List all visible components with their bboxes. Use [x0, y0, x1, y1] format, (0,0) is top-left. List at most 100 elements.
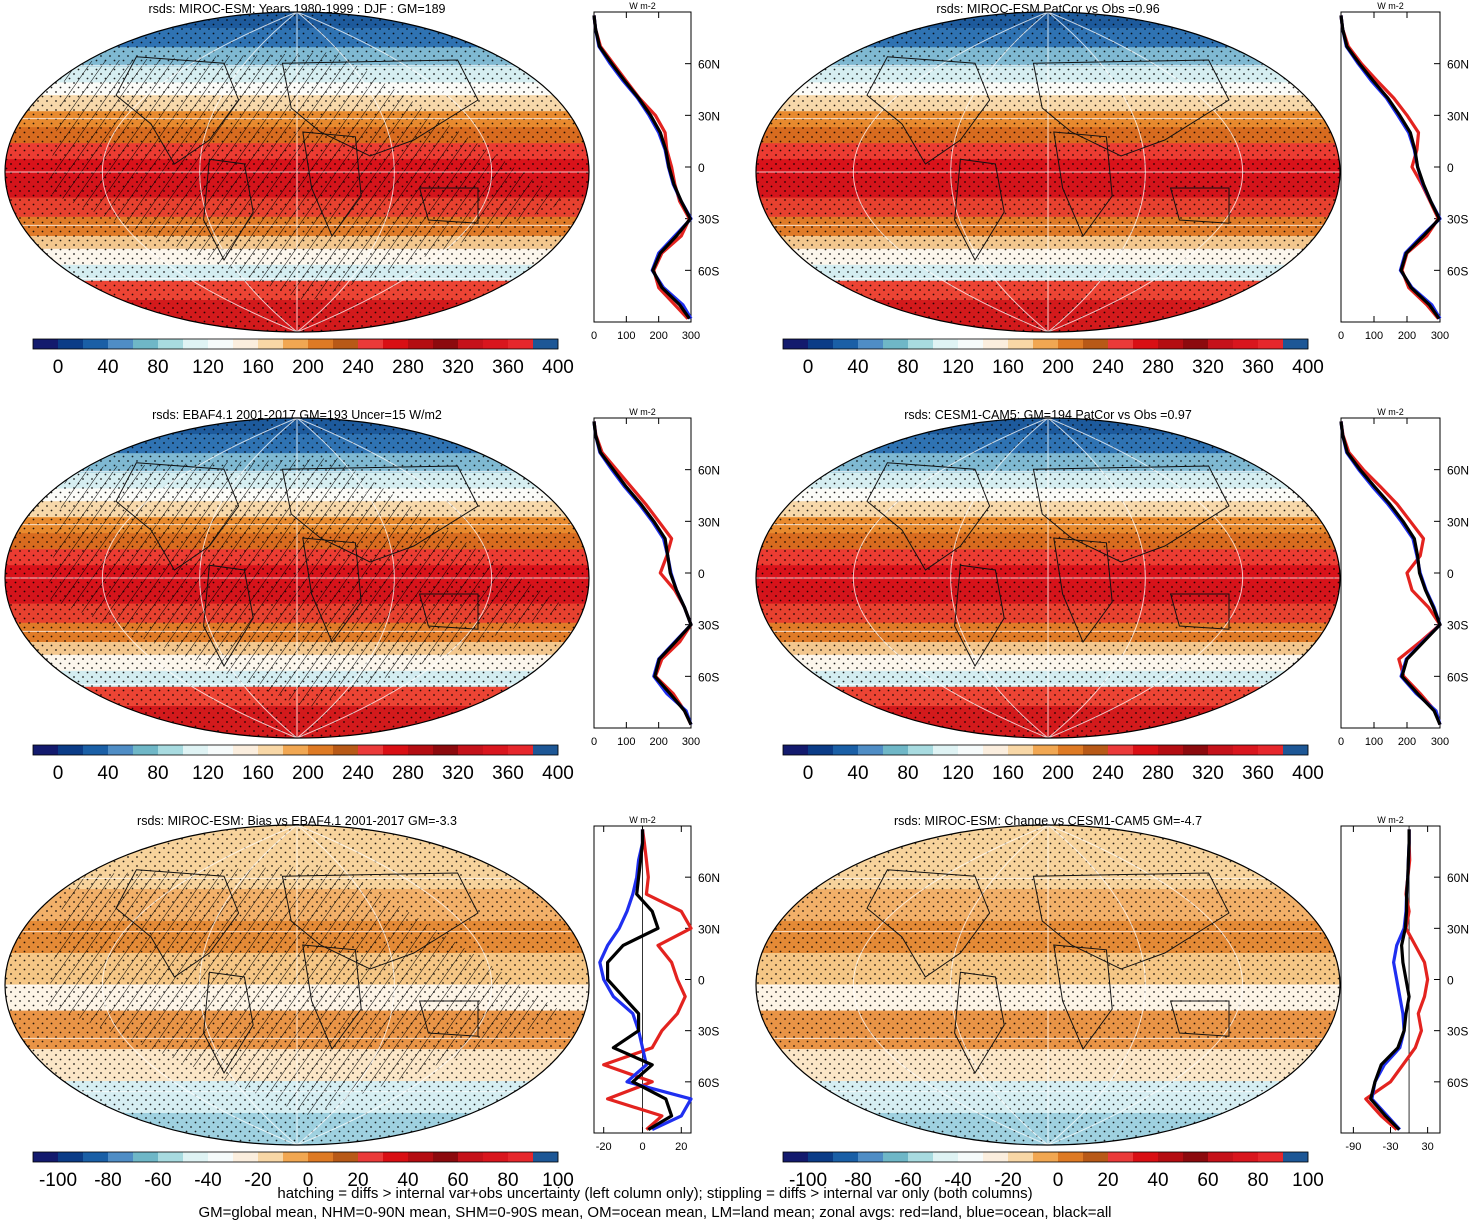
- colorbar-tick-label: 240: [1092, 763, 1124, 784]
- coastline: [418, 187, 479, 224]
- hatching: [47, 458, 567, 708]
- colorbar-swatch: [183, 1152, 209, 1162]
- map-panel-6: rsds: MIROC-ESM: Change vs CESM1-CAM5 GM…: [755, 814, 1469, 1191]
- colorbar-tick-label: 280: [392, 357, 424, 378]
- colorbar-swatch: [1133, 339, 1159, 349]
- coastline: [954, 158, 1005, 262]
- colorbar-swatch: [208, 745, 234, 755]
- map-border: [755, 417, 1341, 739]
- zonal-lat-tick-label: 60S: [698, 1076, 719, 1090]
- meridian: [296, 825, 493, 1145]
- colorbar-swatch: [1083, 339, 1109, 349]
- colorbar-swatch: [108, 339, 134, 349]
- coastline: [1169, 593, 1230, 630]
- zonal-x-tick-label: 300: [1431, 330, 1449, 342]
- colorbar-tick-label: -40: [194, 1170, 221, 1191]
- colorbar-swatch: [33, 745, 59, 755]
- coastline: [302, 537, 362, 644]
- colorbar-swatch: [58, 745, 84, 755]
- colorbar-tick-label: 360: [1242, 357, 1274, 378]
- meridian: [852, 418, 1049, 738]
- zonal-lat-tick-label: 30S: [1447, 619, 1468, 633]
- colorbar-swatch: [1208, 339, 1234, 349]
- coastline: [115, 869, 240, 978]
- coastline: [1169, 1000, 1230, 1037]
- coastline: [1053, 944, 1113, 1051]
- colorbar-tick-label: 240: [1092, 357, 1124, 378]
- coastline: [866, 462, 991, 571]
- colorbar-swatch: [333, 339, 359, 349]
- colorbar-swatch: [483, 745, 509, 755]
- colorbar-swatch: [1258, 1152, 1284, 1162]
- colorbar-tick-label: -20: [994, 1170, 1021, 1191]
- zonal-x-tick-label: 200: [1398, 330, 1416, 342]
- hatching: [47, 865, 567, 1115]
- colorbar-swatch: [858, 1152, 884, 1162]
- colorbar-swatch: [883, 339, 909, 349]
- colorbar-swatch: [208, 339, 234, 349]
- colorbar-swatch: [1233, 1152, 1259, 1162]
- colorbar-swatch: [1083, 745, 1109, 755]
- coastline: [954, 564, 1005, 668]
- coastline: [866, 869, 991, 978]
- footer-hatching-note: hatching = diffs > internal var+obs unce…: [277, 1185, 1033, 1202]
- colorbar-tick-label: 320: [442, 357, 474, 378]
- coastline: [281, 59, 479, 157]
- zonal-x-tick-label: 0: [591, 330, 597, 342]
- colorbar-tick-label: 100: [542, 1170, 574, 1191]
- zonal-lat-tick-label: 60S: [698, 670, 719, 684]
- colorbar-tick-label: 40: [847, 357, 868, 378]
- colorbar-tick-label: 60: [447, 1170, 468, 1191]
- colorbar-swatch: [408, 1152, 434, 1162]
- zonal-unit-label: W m-2: [629, 1, 656, 11]
- colorbar-swatch: [858, 339, 884, 349]
- colorbar-swatch: [408, 745, 434, 755]
- zonal-lat-tick-label: 60N: [698, 58, 720, 72]
- colorbar-swatch: [833, 745, 859, 755]
- colorbar-swatch: [83, 339, 109, 349]
- zonal-lat-tick-label: 30N: [698, 109, 720, 123]
- colorbar-swatch: [433, 1152, 459, 1162]
- colorbar-swatch: [958, 1152, 984, 1162]
- zonal-lat-tick-label: 0: [1447, 567, 1454, 581]
- colorbar-tick-label: 40: [97, 357, 118, 378]
- colorbar-swatch: [108, 1152, 134, 1162]
- colorbar-swatch: [1008, 1152, 1034, 1162]
- zonal-mean-panel: W m-2 -90 -30 30 60N 30N 0 30S 60S: [1340, 815, 1469, 1153]
- footer-legend-note: GM=global mean, NHM=0-90N mean, SHM=0-90…: [198, 1204, 1112, 1221]
- colorbar: 0 40 80 120 160 200 240 280 320 360 400: [782, 744, 1324, 784]
- colorbar-tick-label: -40: [944, 1170, 971, 1191]
- colorbar-tick-label: 40: [397, 1170, 418, 1191]
- colorbar-swatch: [1158, 339, 1184, 349]
- coastline: [115, 56, 240, 165]
- colorbar-tick-label: 40: [847, 763, 868, 784]
- map-border: [4, 417, 590, 739]
- colorbar-tick-label: 120: [942, 357, 974, 378]
- colorbar-swatch: [33, 1152, 59, 1162]
- map-title: rsds: MIROC-ESM: Years 1980-1999 : DJF :…: [149, 2, 446, 16]
- colorbar-swatch: [983, 745, 1009, 755]
- meridian: [199, 12, 298, 332]
- colorbar-swatch: [1183, 745, 1209, 755]
- colorbar-tick-label: -80: [94, 1170, 121, 1191]
- zonal-x-tick-label: 0: [591, 736, 597, 748]
- coastline: [1169, 187, 1230, 224]
- colorbar-swatch: [983, 1152, 1009, 1162]
- colorbar-swatch: [358, 1152, 384, 1162]
- colorbar-tick-label: 80: [497, 1170, 518, 1191]
- colorbar-swatch: [258, 339, 284, 349]
- colorbar-swatch: [808, 745, 834, 755]
- colorbar-tick-label: 280: [392, 763, 424, 784]
- colorbar-swatch: [808, 339, 834, 349]
- zonal-lat-tick-label: 30S: [698, 1025, 719, 1039]
- map-title: rsds: MIROC-ESM: Bias vs EBAF4.1 2001-20…: [137, 814, 457, 828]
- map-panel-5: rsds: MIROC-ESM: Bias vs EBAF4.1 2001-20…: [4, 814, 720, 1191]
- zonal-x-tick-label: 100: [1365, 330, 1383, 342]
- zonal-x-tick-label: 0: [639, 1141, 645, 1153]
- colorbar-tick-label: 360: [1242, 763, 1274, 784]
- zonal-lat-tick-label: 30S: [1447, 213, 1468, 227]
- colorbar-swatch: [308, 745, 334, 755]
- colorbar-swatch: [1233, 339, 1259, 349]
- meridian: [296, 825, 395, 1145]
- coastline: [302, 944, 362, 1051]
